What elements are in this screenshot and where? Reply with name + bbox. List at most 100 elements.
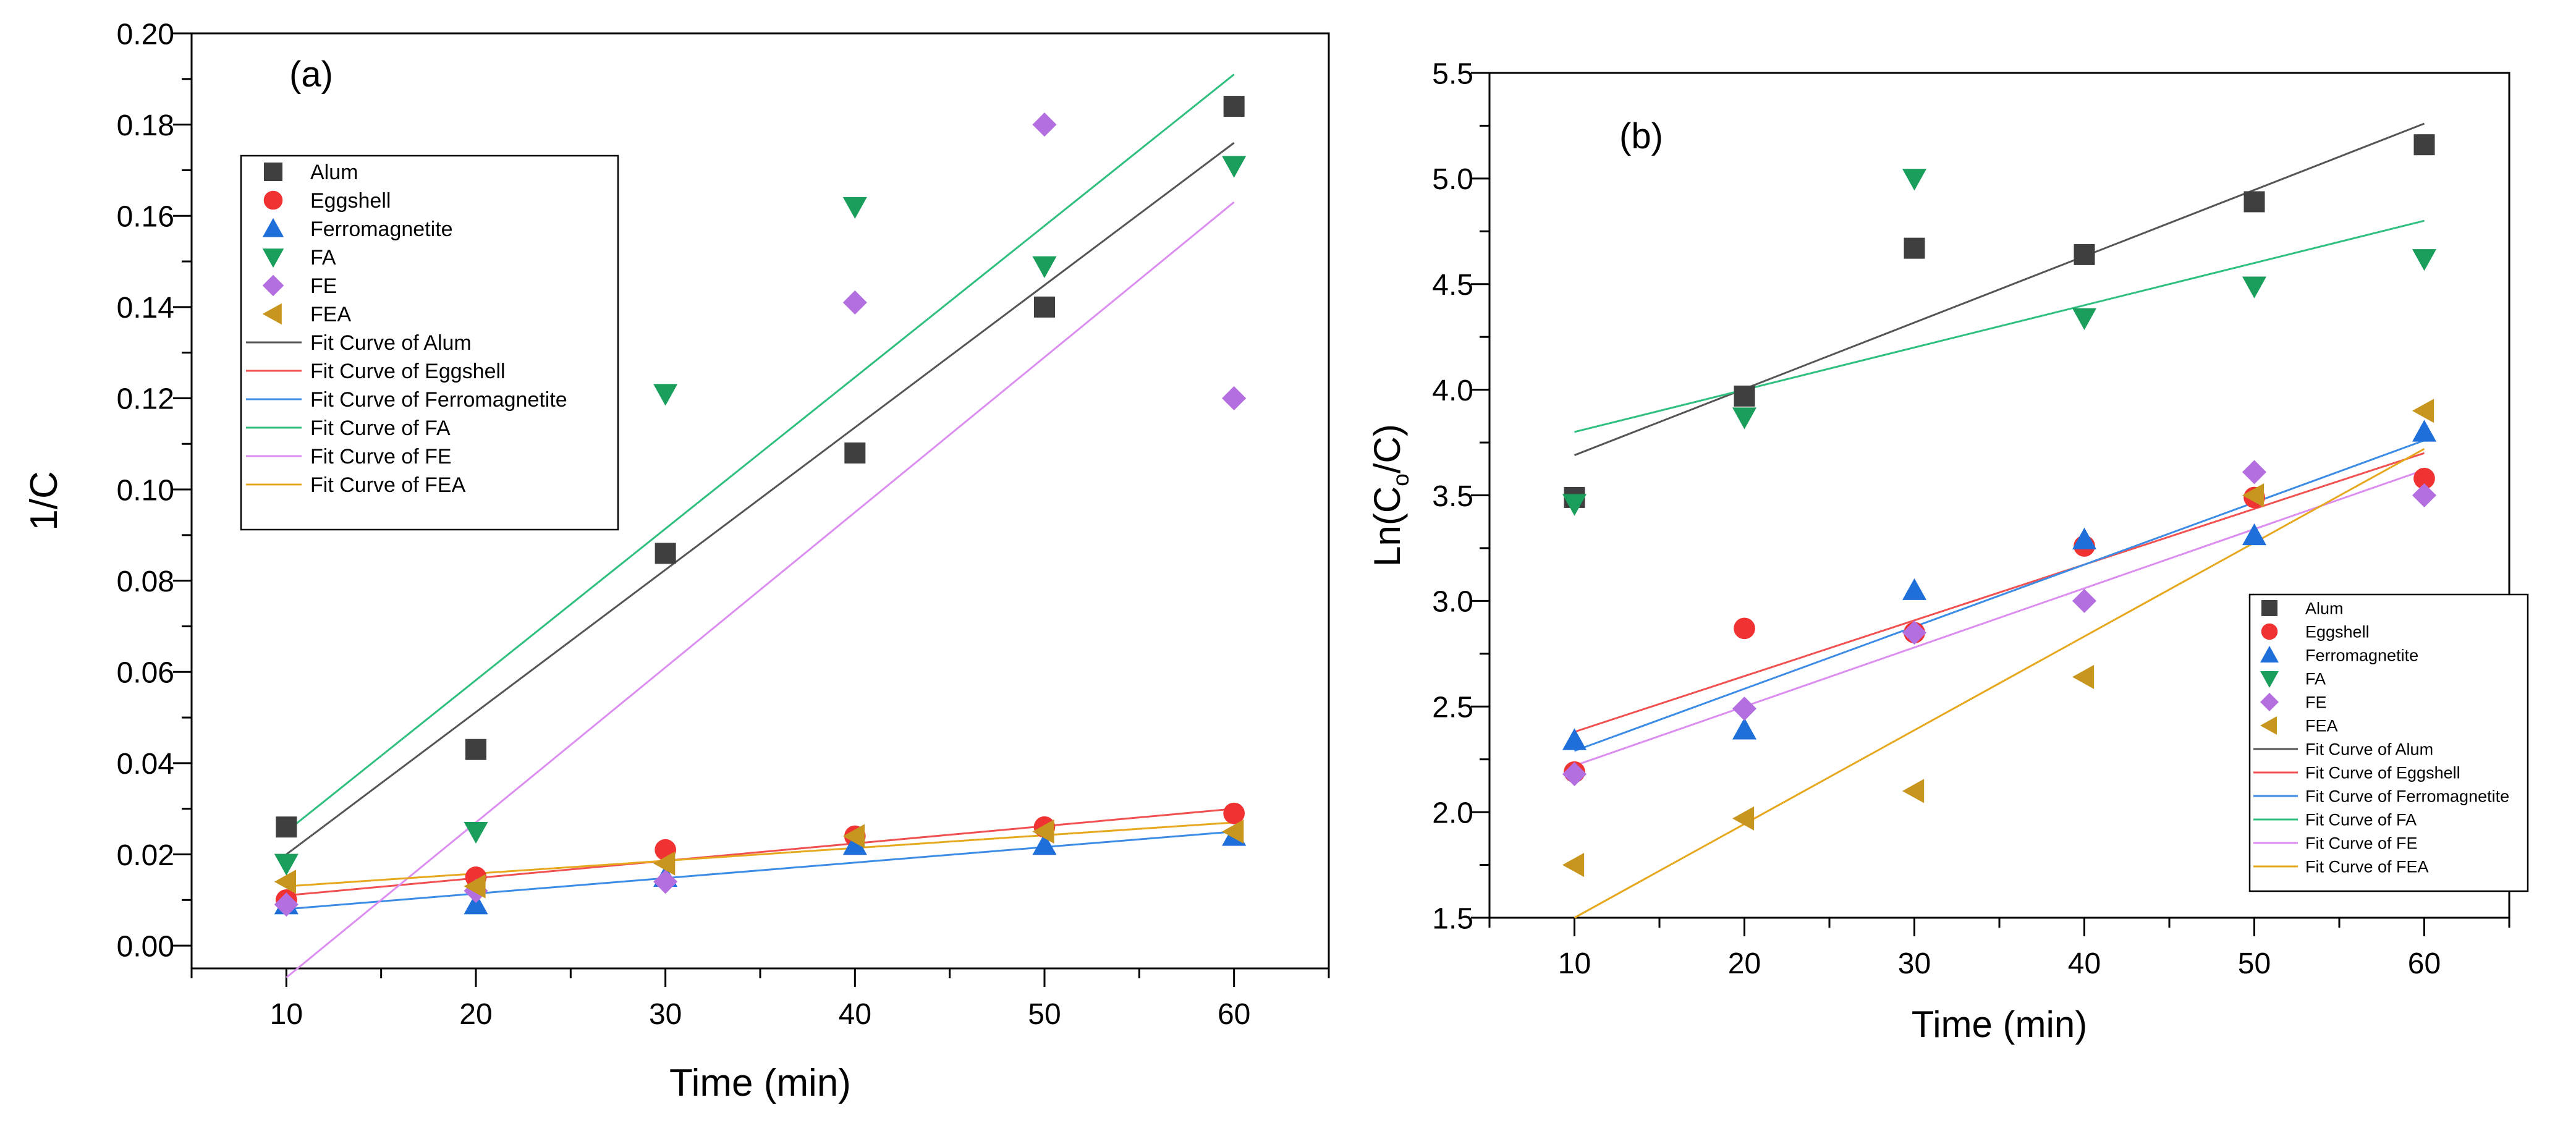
data-points: [274, 96, 1247, 917]
x-tick-label: 20: [459, 998, 492, 1031]
point-fa-20: [1732, 407, 1757, 430]
point-alum-40: [2074, 243, 2095, 265]
point-fe-10: [1562, 762, 1587, 787]
y-tick-label: 3.5: [1432, 480, 1473, 513]
point-fe-60: [1222, 386, 1247, 410]
fit-line-fa: [286, 74, 1235, 832]
legend-box: [2248, 593, 2529, 892]
legend-label: Ferromagnetite: [2305, 646, 2418, 665]
legend: Alum Eggshell Ferromagnetite FA FE FEA Fit Cur…: [2248, 593, 2529, 892]
y-tick-label: 5.5: [1432, 57, 1473, 90]
data-points: [1562, 134, 2437, 878]
legend-box: [240, 155, 619, 531]
legend-symbol-fa: [2260, 671, 2279, 688]
x-tick-label: 30: [1898, 947, 1931, 980]
point-ferromagnetite-40: [842, 833, 867, 855]
legend-label: Fit Curve of Alum: [310, 331, 472, 355]
point-ferromagnetite-10: [1562, 728, 1587, 750]
fit-line-alum: [1574, 122, 2425, 456]
point-fa-20: [464, 821, 488, 844]
panel-b-chart: 10 20 30 40 50 60 1.5 2.0 2.5 3.0 3.5 4.0 4.5 5.0 5.5 T…: [1366, 57, 2529, 1045]
y-tick-label: 0.02: [117, 839, 174, 872]
legend-label: Fit Curve of Ferromagnetite: [310, 388, 567, 412]
legend-symbol-eggshell: [263, 190, 283, 210]
point-fa-10: [1562, 494, 1587, 516]
legend-label: Eggshell: [310, 189, 391, 213]
y-tick-label: 2.0: [1432, 797, 1473, 829]
point-fea-30: [653, 851, 676, 876]
y-tick-label: 0.20: [117, 18, 174, 51]
legend-label: Fit Curve of Ferromagnetite: [2305, 787, 2509, 806]
point-fe-10: [274, 892, 299, 917]
legend-label: Fit Curve of FA: [2305, 811, 2417, 829]
point-eggshell-20: [1734, 617, 1755, 640]
point-fea-30: [1902, 779, 1925, 803]
point-ferromagnetite-20: [464, 892, 488, 915]
panel-label: (b): [1619, 116, 1663, 156]
x-tick-label: 60: [2408, 947, 2441, 980]
legend: Alum Eggshell Ferromagnetite FA FE FEA Fit Cur…: [240, 155, 619, 531]
point-alum-20: [465, 739, 486, 760]
point-alum-60: [2413, 134, 2435, 156]
point-fea-10: [1562, 853, 1585, 878]
legend-label: Alum: [2305, 599, 2344, 618]
legend-label: Fit Curve of FE: [310, 445, 452, 468]
x-tick-label: 50: [2238, 947, 2271, 980]
y-tick-label: 0.16: [117, 200, 174, 233]
y-axis-title: 1/C: [23, 471, 66, 530]
x-axis-title: Time (min): [669, 1062, 851, 1104]
point-fa-10: [274, 853, 299, 876]
y-tick-label: 0.14: [117, 292, 174, 324]
point-alum-60: [1223, 96, 1245, 117]
point-fea-40: [842, 824, 865, 849]
y-tick-label: 3.0: [1432, 586, 1473, 619]
point-fe-30: [653, 870, 678, 894]
y-tick-label: 0.10: [117, 474, 174, 507]
y-axis-title-tail: /C): [1366, 424, 1408, 473]
fit-line-fe: [286, 201, 1235, 978]
point-fa-60: [2412, 249, 2437, 271]
point-fea-50: [2242, 483, 2265, 508]
fit-line-ferromagnetite: [286, 831, 1234, 910]
legend-label: Alum: [310, 161, 358, 184]
y-tick-label: 0.06: [117, 657, 174, 690]
fit-line-ferromagnetite: [1574, 439, 2425, 752]
point-ferromagnetite-30: [1902, 578, 1927, 600]
point-fa-50: [1032, 256, 1057, 278]
y-tick-label: 4.5: [1432, 269, 1473, 302]
y-tick-label: 0.08: [117, 565, 174, 598]
point-alum-40: [844, 442, 866, 464]
x-tick-label: 10: [1558, 947, 1591, 980]
legend-label: Fit Curve of FE: [2305, 834, 2418, 853]
fit-lines: [286, 74, 1235, 978]
point-fa-40: [2072, 308, 2097, 330]
y-tick-label: 2.5: [1432, 692, 1473, 724]
legend-symbol-alum: [2261, 600, 2277, 616]
point-fa-60: [1222, 156, 1247, 178]
legend-symbol-alum: [264, 163, 282, 181]
legend-symbol-ferromagnetite: [2260, 646, 2279, 662]
legend-label: FEA: [310, 303, 351, 326]
point-fa-30: [653, 384, 678, 406]
point-fa-50: [2242, 276, 2267, 298]
point-ferromagnetite-20: [1732, 718, 1757, 740]
x-tick-label: 60: [1218, 998, 1250, 1031]
fit-lines: [1574, 122, 2425, 919]
legend-label: FE: [310, 274, 337, 298]
y-axis-title-subscript: o: [1388, 473, 1413, 486]
point-eggshell-60: [2413, 467, 2435, 489]
y-tick-label: 0.04: [117, 748, 174, 781]
legend-label: FE: [2305, 693, 2327, 712]
legend-label: Eggshell: [2305, 623, 2370, 641]
legend-label: Fit Curve of FEA: [310, 473, 466, 497]
point-fea-60: [1222, 819, 1244, 844]
point-eggshell-60: [1223, 802, 1245, 824]
legend-label: FEA: [2305, 717, 2338, 735]
panel-a-chart: 10 20 30 40 50 60 0.00 0.02 0.04 0.06 0.08 0.10 0.12…: [23, 18, 1330, 1104]
x-tick-label: 40: [2068, 947, 2101, 980]
x-tick-label: 20: [1728, 947, 1761, 980]
y-tick-label: 4.0: [1432, 375, 1473, 407]
point-fa-30: [1902, 169, 1927, 191]
x-tick-label: 10: [270, 998, 303, 1031]
